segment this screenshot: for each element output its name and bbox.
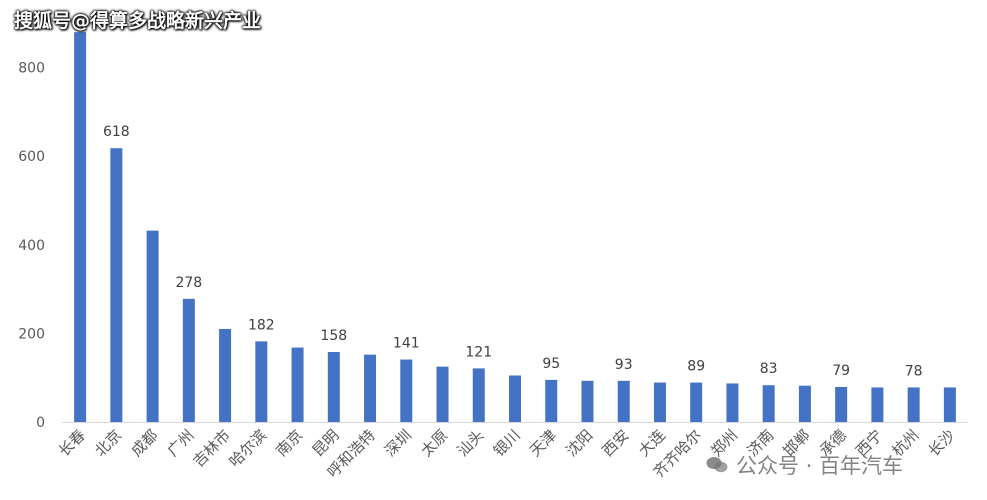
bar	[146, 230, 159, 422]
x-tick-label: 北京	[91, 426, 125, 460]
x-tick-label: 西安	[599, 426, 633, 460]
data-label: 83	[760, 361, 778, 377]
bar	[798, 385, 811, 422]
x-tick-label: 太原	[417, 426, 451, 460]
data-label: 78	[905, 363, 923, 379]
bar	[762, 385, 775, 422]
x-tick-label: 银川	[490, 426, 524, 460]
bar	[436, 366, 449, 422]
x-tick-label: 长沙	[925, 426, 959, 460]
data-label: 182	[248, 317, 275, 333]
bar	[255, 341, 268, 422]
bar	[472, 368, 485, 422]
y-tick-label: 0	[36, 415, 45, 431]
data-label: 158	[320, 328, 347, 344]
data-label: 618	[103, 124, 130, 140]
bar	[291, 347, 304, 422]
bar	[943, 387, 956, 422]
data-label: 93	[615, 357, 633, 373]
x-tick-label: 沈阳	[562, 426, 596, 460]
x-tick-label: 吉林市	[189, 426, 234, 471]
y-tick-label: 800	[18, 61, 45, 77]
bar	[110, 148, 123, 422]
bar	[617, 380, 630, 422]
watermark-top: 搜狐号@得算多战略新兴产业	[14, 10, 262, 32]
data-label: 121	[465, 344, 492, 360]
wechat-icon	[706, 457, 728, 473]
bar	[364, 354, 377, 422]
bar	[726, 383, 739, 422]
watermark-bottom: 公众号 · 百年汽车	[706, 450, 903, 480]
x-tick-label: 成都	[127, 426, 161, 460]
x-tick-label: 长春	[55, 426, 89, 460]
bar	[400, 359, 413, 422]
data-label: 95	[542, 356, 560, 372]
bar	[581, 380, 594, 422]
bar	[653, 382, 666, 422]
bar	[871, 387, 884, 422]
x-tick-label: 汕头	[454, 426, 488, 460]
bar	[182, 298, 195, 422]
y-tick-label: 200	[18, 326, 45, 342]
x-tick-label: 哈尔滨	[226, 426, 271, 471]
watermark-bottom-text: 公众号 · 百年汽车	[736, 454, 904, 478]
data-label: 278	[175, 275, 202, 291]
data-label: 79	[832, 363, 850, 379]
y-tick-label: 400	[18, 238, 45, 254]
data-label: 141	[393, 336, 420, 352]
bar	[835, 387, 848, 422]
bar	[219, 328, 232, 422]
bar	[545, 379, 558, 422]
y-tick-label: 600	[18, 149, 45, 165]
bar	[690, 382, 703, 422]
bar	[907, 387, 920, 422]
bar	[509, 375, 521, 422]
bar	[327, 352, 340, 422]
data-label: 89	[687, 359, 705, 375]
x-tick-label: 深圳	[381, 426, 415, 460]
x-tick-label: 南京	[272, 426, 306, 460]
x-tick-label: 天津	[526, 426, 560, 460]
bar	[74, 32, 87, 422]
